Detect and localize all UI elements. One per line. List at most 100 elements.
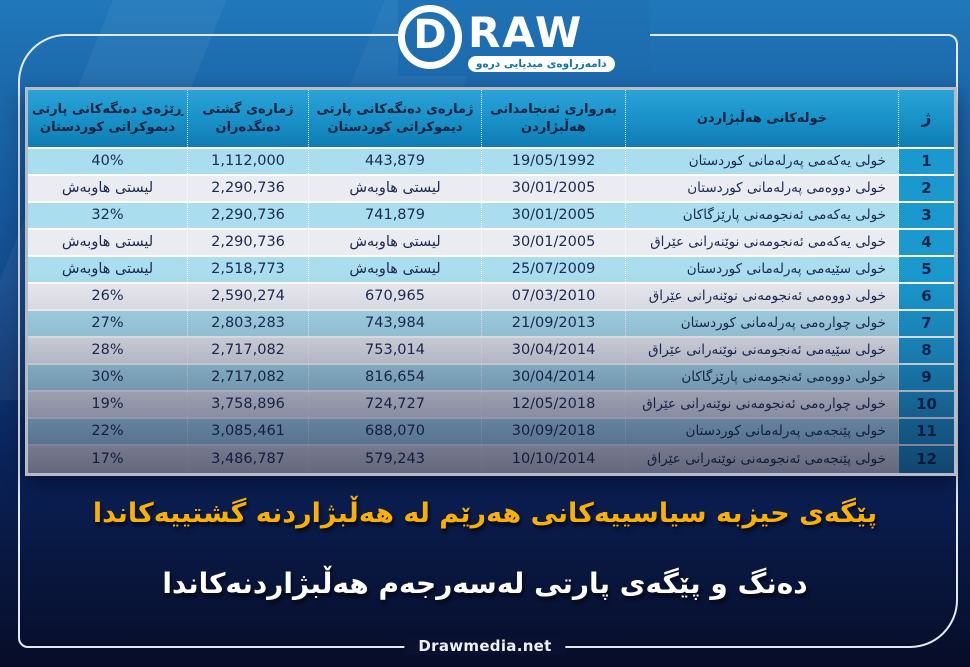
table-row: 12 خولی پێنجەمی ئەنجومەنی نوێنەرانی عێراق… (28, 446, 954, 473)
website-url: Drawmedia.net (404, 637, 566, 655)
kdp-votes: 741,879 (309, 203, 482, 228)
headline-secondary: دەنگ و پێگەی پارتی لەسەرجەم هەڵبژاردنەکا… (162, 567, 808, 600)
kdp-votes: 816,654 (309, 365, 482, 390)
table-row: 2 خولی دووەمی پەرلەمانی کوردستان 30/01/200… (28, 176, 954, 203)
table-row: 11 خولی پێنجەمی پەرلەمانی کوردستان 30/09/2… (28, 419, 954, 446)
election-round: خولی پێنجەمی ئەنجومەنی نوێنەرانی عێراق (626, 446, 899, 473)
row-index: 3 (899, 203, 954, 228)
table-body: 1 خولی یەکەمی پەرلەمانی کوردستان 19/05/199… (28, 149, 954, 473)
col-header-total-voters: ژمارەی گشتی دەنگدەران (188, 90, 309, 147)
table-row: 6 خولی دووەمی ئەنجومەنی نوێنەرانی عێراق 07… (28, 284, 954, 311)
total-voters: 1,112,000 (188, 149, 309, 174)
results-table: ژ خولەکانی هەڵبژاردن بەرواری ئەنجامدانی … (28, 90, 954, 473)
total-voters: 2,717,082 (188, 365, 309, 390)
election-date: 30/01/2005 (482, 230, 626, 255)
election-round: خولی دووەمی ئەنجومەنی نوێنەرانی عێراق (626, 284, 899, 309)
draw-logo: D RAW دامەزراوەی میدیایی درەو (398, 0, 650, 76)
table-row: 7 خولی چوارەمی پەرلەمانی کوردستان 21/09/20… (28, 311, 954, 338)
kdp-percentage: 26% (28, 284, 188, 309)
table-row: 10 خولی چوارەمی ئەنجومەنی نوێنەرانی عێراق… (28, 392, 954, 419)
col-header-kdp-percentage: ڕێژەی دەنگەکانی پارتی دیموکراتی کوردستان (28, 90, 188, 147)
draw-logo-initial: D (413, 12, 447, 58)
election-round: خولی یەکەمی ئەنجومەنی پارێزگاکان (626, 203, 899, 228)
results-table-card: ژ خولەکانی هەڵبژاردن بەرواری ئەنجامدانی … (25, 87, 957, 476)
election-date: 12/05/2018 (482, 392, 626, 417)
row-index: 1 (899, 149, 954, 174)
election-date: 30/04/2014 (482, 338, 626, 363)
election-round: خولی چوارەمی ئەنجومەنی نوێنەرانی عێراق (626, 392, 899, 417)
kdp-percentage: لیستی هاوبەش (28, 257, 188, 282)
table-row: 9 خولی دووەمی ئەنجومەنی پارێزگاکان 30/04/2… (28, 365, 954, 392)
total-voters: 2,290,736 (188, 176, 309, 201)
table-row: 3 خولی یەکەمی ئەنجومەنی پارێزگاکان 30/01/2… (28, 203, 954, 230)
election-date: 30/01/2005 (482, 203, 626, 228)
election-round: خولی یەکەمی پەرلەمانی کوردستان (626, 149, 899, 174)
election-date: 19/05/1992 (482, 149, 626, 174)
election-date: 21/09/2013 (482, 311, 626, 336)
row-index: 8 (899, 338, 954, 363)
kdp-percentage: 40% (28, 149, 188, 174)
table-row: 1 خولی یەکەمی پەرلەمانی کوردستان 19/05/199… (28, 149, 954, 176)
draw-logo-wordmark: RAW (468, 8, 584, 57)
kdp-percentage: 19% (28, 392, 188, 417)
headline-primary: پێگەی حیزبە سیاسییەکانی هەرێم لە هەڵبژار… (92, 498, 878, 529)
table-row: 5 خولی سێیەمی پەرلەمانی کوردستان 25/07/200… (28, 257, 954, 284)
row-index: 10 (899, 392, 954, 417)
kdp-votes: 753,014 (309, 338, 482, 363)
election-date: 07/03/2010 (482, 284, 626, 309)
kdp-percentage: لیستی هاوبەش (28, 230, 188, 255)
kdp-votes: لیستی هاوبەش (309, 257, 482, 282)
kdp-percentage: 17% (28, 446, 188, 473)
election-round: خولی دووەمی ئەنجومەنی پارێزگاکان (626, 365, 899, 390)
kdp-percentage: لیستی هاوبەش (28, 176, 188, 201)
col-header-date: بەرواری ئەنجامدانی هەڵبژاردن (482, 90, 626, 147)
kdp-percentage: 30% (28, 365, 188, 390)
total-voters: 2,290,736 (188, 230, 309, 255)
total-voters: 3,085,461 (188, 419, 309, 444)
col-header-index: ژ (899, 90, 954, 147)
row-index: 12 (899, 446, 954, 473)
row-index: 7 (899, 311, 954, 336)
kdp-votes: 579,243 (309, 446, 482, 473)
kdp-votes: 743,984 (309, 311, 482, 336)
kdp-percentage: 27% (28, 311, 188, 336)
table-header-row: ژ خولەکانی هەڵبژاردن بەرواری ئەنجامدانی … (28, 90, 954, 149)
total-voters: 2,717,082 (188, 338, 309, 363)
row-index: 5 (899, 257, 954, 282)
draw-logo-tagline: دامەزراوەی میدیایی درەو (468, 56, 615, 72)
election-date: 30/04/2014 (482, 365, 626, 390)
kdp-percentage: 28% (28, 338, 188, 363)
election-round: خولی سێیەمی پەرلەمانی کوردستان (626, 257, 899, 282)
total-voters: 2,803,283 (188, 311, 309, 336)
row-index: 4 (899, 230, 954, 255)
election-round: خولی پێنجەمی پەرلەمانی کوردستان (626, 419, 899, 444)
election-date: 25/07/2009 (482, 257, 626, 282)
kdp-votes: 724,727 (309, 392, 482, 417)
col-header-kdp-votes: ژمارەی دەنگەکانی پارتی دیموکراتی کوردستا… (309, 90, 482, 147)
kdp-votes: لیستی هاوبەش (309, 230, 482, 255)
draw-logo-circle: D (398, 5, 462, 69)
election-round: خولی دووەمی پەرلەمانی کوردستان (626, 176, 899, 201)
election-round: خولی چوارەمی پەرلەمانی کوردستان (626, 311, 899, 336)
kdp-votes: 443,879 (309, 149, 482, 174)
election-date: 30/01/2005 (482, 176, 626, 201)
draw-logo-right: RAW دامەزراوەی میدیایی درەو (468, 0, 615, 72)
election-round: خولی سێیەمی ئەنجومەنی نوێنەرانی عێراق (626, 338, 899, 363)
total-voters: 3,758,896 (188, 392, 309, 417)
total-voters: 2,590,274 (188, 284, 309, 309)
table-row: 4 خولی یەکەمی ئەنجومەنی نوێنەرانی عێراق 30… (28, 230, 954, 257)
table-row: 8 خولی سێیەمی ئەنجومەنی نوێنەرانی عێراق 30… (28, 338, 954, 365)
col-header-round: خولەکانی هەڵبژاردن (626, 90, 899, 147)
election-round: خولی یەکەمی ئەنجومەنی نوێنەرانی عێراق (626, 230, 899, 255)
kdp-votes: 670,965 (309, 284, 482, 309)
kdp-percentage: 22% (28, 419, 188, 444)
kdp-percentage: 32% (28, 203, 188, 228)
election-date: 30/09/2018 (482, 419, 626, 444)
row-index: 6 (899, 284, 954, 309)
total-voters: 2,290,736 (188, 203, 309, 228)
kdp-votes: لیستی هاوبەش (309, 176, 482, 201)
kdp-votes: 688,070 (309, 419, 482, 444)
total-voters: 3,486,787 (188, 446, 309, 473)
total-voters: 2,518,773 (188, 257, 309, 282)
